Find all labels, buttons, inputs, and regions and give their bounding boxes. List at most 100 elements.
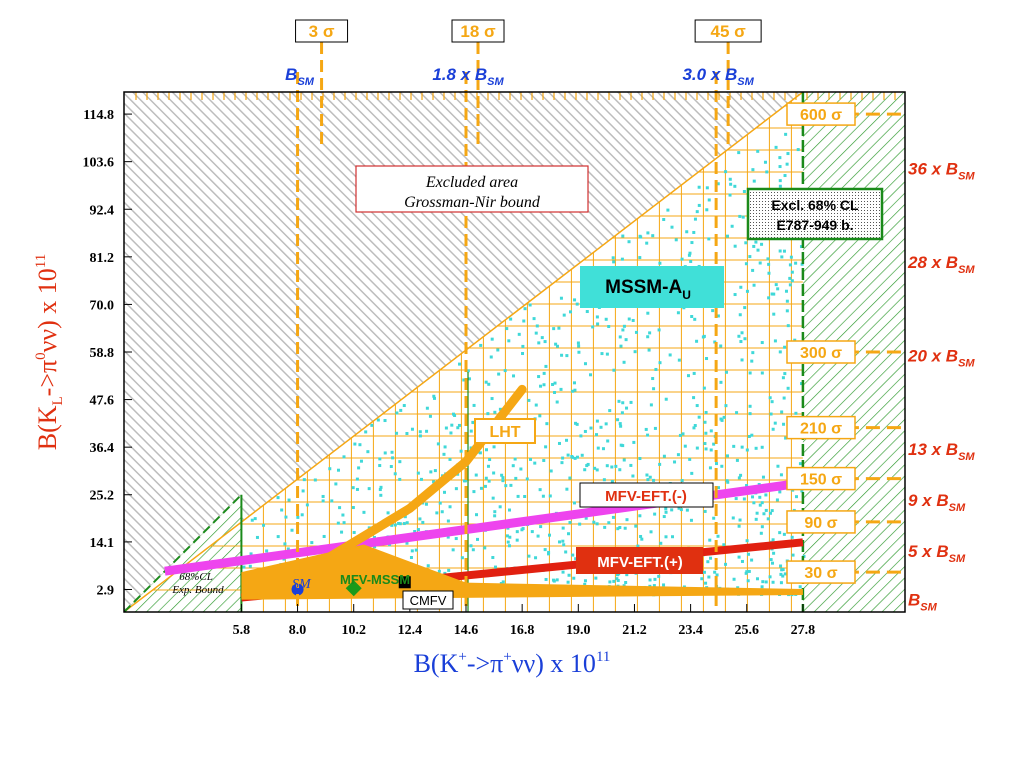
scatter-point — [779, 473, 783, 477]
scatter-point — [646, 231, 650, 235]
x-tick-label: 19.0 — [566, 623, 591, 638]
scatter-point — [469, 544, 473, 548]
x-tick-label: 12.4 — [398, 623, 423, 638]
scatter-point — [619, 344, 623, 348]
scatter-point — [583, 582, 587, 586]
scatter-point — [513, 457, 517, 461]
scatter-point — [378, 488, 382, 492]
scatter-point — [662, 218, 666, 222]
scatter-point — [752, 501, 756, 505]
scatter-point — [647, 348, 651, 352]
scatter-point — [479, 343, 483, 347]
scatter-point — [610, 479, 614, 483]
scatter-point — [357, 466, 361, 470]
scatter-point — [608, 409, 612, 413]
scatter-point — [542, 371, 546, 375]
scatter-point — [488, 458, 492, 462]
scatter-point — [485, 448, 489, 452]
scatter-point — [744, 571, 748, 575]
scatter-point — [786, 386, 790, 390]
scatter-point — [678, 433, 682, 437]
scatter-point — [766, 257, 770, 261]
scatter-point — [440, 510, 444, 514]
scatter-point — [462, 378, 466, 382]
scatter-point — [745, 448, 749, 452]
scatter-point — [716, 314, 720, 318]
scatter-point — [800, 489, 804, 493]
scatter-point — [604, 317, 608, 321]
scatter-point — [500, 473, 504, 477]
scatter-point — [342, 521, 346, 525]
scatter-point — [577, 344, 581, 348]
mfv-eft-plus-label: MFV-EFT.(+) — [597, 554, 682, 571]
scatter-point — [616, 527, 620, 531]
right-sigma-box — [786, 415, 856, 440]
scatter-point — [579, 434, 583, 438]
scatter-point — [724, 170, 728, 174]
scatter-point — [555, 578, 559, 582]
right-bsm-label: 5 x BSM — [908, 542, 966, 565]
scatter-point — [778, 165, 782, 169]
scatter-point — [760, 585, 764, 589]
scatter-point — [535, 324, 539, 328]
scatter-point — [337, 468, 341, 472]
scatter-point — [645, 473, 649, 477]
scatter-point — [742, 497, 746, 501]
scatter-point — [751, 495, 755, 499]
y-tick-label: 36.4 — [90, 441, 115, 456]
scatter-point — [709, 429, 713, 433]
scatter-point — [454, 487, 458, 491]
scatter-point — [410, 549, 414, 553]
scatter-point — [693, 217, 697, 221]
scatter-point — [290, 528, 294, 532]
scatter-point — [507, 339, 511, 343]
scatter-point — [743, 306, 747, 310]
y-tick-label: 70.0 — [90, 298, 115, 313]
scatter-point — [591, 325, 595, 329]
scatter-point — [398, 460, 402, 464]
scatter-point — [708, 466, 712, 470]
scatter-point — [765, 170, 769, 174]
scatter-point — [509, 317, 513, 321]
scatter-point — [653, 577, 657, 581]
scatter-point — [378, 457, 382, 461]
scatter-point — [418, 434, 422, 438]
scatter-point — [565, 487, 569, 491]
scatter-point — [607, 325, 611, 329]
scatter-point — [799, 245, 803, 249]
scatter-point — [575, 422, 579, 426]
scatter-point — [794, 495, 798, 499]
scatter-point — [758, 503, 762, 507]
scatter-point — [676, 453, 680, 457]
mfv-eft-plus-box — [576, 547, 703, 574]
scatter-point — [779, 572, 783, 576]
scatter-point — [517, 332, 521, 336]
scatter-point — [768, 575, 772, 579]
scatter-point — [627, 240, 631, 244]
scatter-point — [785, 309, 789, 313]
scatter-point — [784, 289, 788, 293]
y-tick-label: 92.4 — [90, 203, 115, 218]
scatter-point — [789, 255, 793, 259]
scatter-point — [493, 510, 497, 514]
scatter-point — [747, 434, 751, 438]
scatter-point — [414, 548, 418, 552]
scatter-point — [458, 362, 462, 366]
scatter-point — [649, 403, 653, 407]
scatter-point — [498, 505, 502, 509]
scatter-point — [653, 512, 657, 516]
scatter-point — [692, 230, 696, 234]
scatter-point — [697, 415, 701, 419]
scatter-point — [690, 241, 694, 245]
scatter-point — [585, 310, 589, 314]
scatter-point — [754, 240, 758, 244]
scatter-point — [419, 477, 423, 481]
scatter-point — [767, 262, 771, 266]
scatter-point — [527, 398, 531, 402]
x-tick-label: 23.4 — [678, 623, 703, 638]
scatter-point — [738, 313, 742, 317]
scatter-point — [262, 523, 266, 527]
scatter-point — [379, 493, 383, 497]
scatter-point — [622, 458, 626, 462]
x-tick-label: 25.6 — [735, 623, 760, 638]
